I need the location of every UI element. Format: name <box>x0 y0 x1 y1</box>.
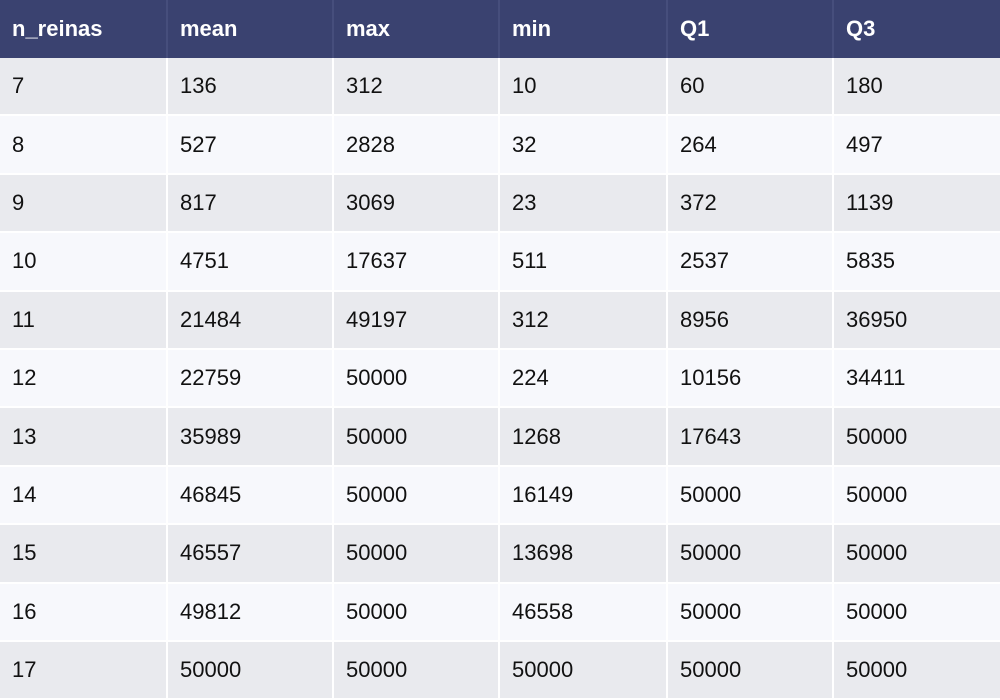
table-cell: 23 <box>498 174 666 232</box>
table-cell: 817 <box>166 174 332 232</box>
table-row: 16 49812 50000 46558 50000 50000 <box>0 583 1000 640</box>
table-cell: 264 <box>666 116 832 173</box>
table-cell: 17643 <box>666 408 832 465</box>
table-cell: 15 <box>12 540 37 566</box>
table-cell: 8956 <box>666 291 832 348</box>
table-cell: 17 <box>12 657 37 683</box>
table-cell: 2828 <box>332 116 498 173</box>
table-cell: 180 <box>832 58 1000 115</box>
table-row: 13 35989 50000 1268 17643 50000 <box>0 408 1000 465</box>
table-cell: 50000 <box>332 642 498 699</box>
table-cell: 50000 <box>832 525 1000 582</box>
table-cell: 49812 <box>166 583 332 640</box>
table-cell: 46557 <box>166 525 332 582</box>
table-cell: 224 <box>498 350 666 407</box>
table-cell: 9 <box>12 189 25 215</box>
table-cell: 50000 <box>498 642 666 699</box>
table-cell: 50000 <box>666 466 832 524</box>
table-cell: 50000 <box>332 525 498 582</box>
table-cell: 511 <box>498 233 666 290</box>
table-cell: 4751 <box>166 233 332 290</box>
table-cell: 49197 <box>332 291 498 348</box>
table-cell: 36950 <box>832 291 1000 348</box>
table-cell: 50000 <box>832 408 1000 465</box>
table-cell: 1268 <box>498 408 666 465</box>
table-row: 12 22759 50000 224 10156 34411 <box>0 350 1000 407</box>
column-header: Q1 <box>666 0 832 58</box>
table-cell: 14 <box>12 481 37 507</box>
table-row: 10 4751 17637 511 2537 5835 <box>0 233 1000 290</box>
table-cell: 16 <box>12 598 37 624</box>
table-cell: 21484 <box>166 291 332 348</box>
table-cell: 497 <box>832 116 1000 173</box>
table-cell: 50000 <box>332 408 498 465</box>
column-header: mean <box>166 0 332 58</box>
table-cell: 35989 <box>166 408 332 465</box>
table-cell: 312 <box>332 58 498 115</box>
table-row: 15 46557 50000 13698 50000 50000 <box>0 525 1000 582</box>
table-cell: 11 <box>12 306 35 332</box>
table-cell: 13698 <box>498 525 666 582</box>
table-cell: 17637 <box>332 233 498 290</box>
table-row: 17 50000 50000 50000 50000 50000 <box>0 642 1000 699</box>
table-cell: 2537 <box>666 233 832 290</box>
table-cell: 8 <box>12 131 25 157</box>
table-cell: 13 <box>12 423 37 449</box>
table-cell: 46845 <box>166 466 332 524</box>
table-cell: 1139 <box>832 174 1000 232</box>
table-cell: 50000 <box>666 525 832 582</box>
table-cell: 136 <box>166 58 332 115</box>
table-cell: 32 <box>498 116 666 173</box>
column-header: Q3 <box>832 0 1000 58</box>
table-cell: 22759 <box>166 350 332 407</box>
table-cell: 50000 <box>166 642 332 699</box>
table-cell: 5835 <box>832 233 1000 290</box>
table-cell: 10156 <box>666 350 832 407</box>
column-header: max <box>332 0 498 58</box>
table-row: 7 136 312 10 60 180 <box>0 58 1000 115</box>
header-row: n_reinas mean max min Q1 Q3 <box>0 0 1000 58</box>
table-row: 8 527 2828 32 264 497 <box>0 116 1000 173</box>
table-cell: 10 <box>498 58 666 115</box>
table-cell: 50000 <box>332 583 498 640</box>
table-cell: 312 <box>498 291 666 348</box>
table-cell: 50000 <box>332 466 498 524</box>
table-cell: 50000 <box>666 642 832 699</box>
table-row: 14 46845 50000 16149 50000 50000 <box>0 466 1000 524</box>
table-cell: 50000 <box>832 466 1000 524</box>
table-cell: 7 <box>12 73 25 99</box>
column-header: min <box>498 0 666 58</box>
table-cell: 46558 <box>498 583 666 640</box>
table-cell: 12 <box>12 365 37 391</box>
column-header: n_reinas <box>12 16 103 41</box>
table-cell: 16149 <box>498 466 666 524</box>
table-cell: 10 <box>12 248 37 274</box>
table-cell: 34411 <box>832 350 1000 407</box>
table-row: 9 817 3069 23 372 1139 <box>0 174 1000 232</box>
table-cell: 50000 <box>666 583 832 640</box>
table-row: 11 21484 49197 312 8956 36950 <box>0 291 1000 348</box>
table-cell: 527 <box>166 116 332 173</box>
table-cell: 50000 <box>332 350 498 407</box>
table-cell: 60 <box>666 58 832 115</box>
table-cell: 3069 <box>332 174 498 232</box>
table-cell: 372 <box>666 174 832 232</box>
table-cell: 50000 <box>832 642 1000 699</box>
table-cell: 50000 <box>832 583 1000 640</box>
